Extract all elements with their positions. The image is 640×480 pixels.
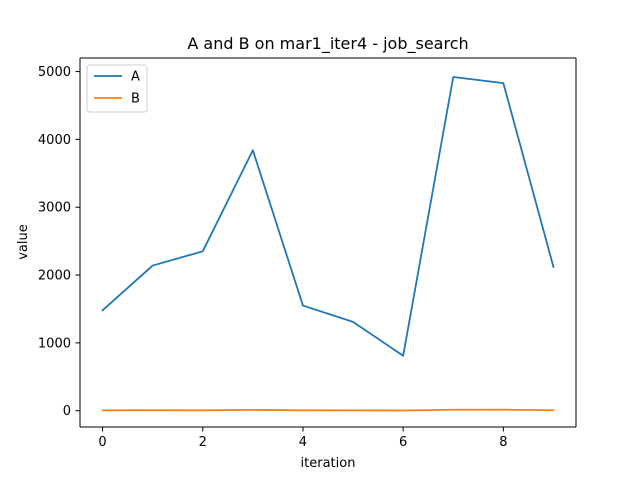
y-tick-label: 2000 (38, 269, 71, 284)
y-tick-label: 0 (63, 404, 71, 419)
x-axis-label: iteration (301, 456, 356, 471)
x-tick-label: 0 (98, 435, 106, 450)
legend-label-a: A (131, 70, 140, 85)
x-axis: 0 2 4 6 8 (98, 427, 507, 450)
x-tick-label: 6 (399, 435, 407, 450)
axes-frame (79, 57, 577, 428)
legend: AB (86, 64, 148, 113)
plot-area (80, 58, 576, 427)
legend-label-b: B (131, 92, 140, 107)
y-tick-label: 3000 (38, 201, 71, 216)
series-layer (101, 76, 555, 412)
series-line-b (101, 408, 555, 412)
y-tick-label: 4000 (38, 133, 71, 148)
x-tick-label: 8 (499, 435, 507, 450)
y-tick-label: 5000 (38, 65, 71, 80)
y-axis-label: value (16, 224, 31, 260)
y-axis: 0 1000 2000 3000 4000 5000 (38, 65, 80, 419)
x-tick-label: 2 (199, 435, 207, 450)
series-line-a (101, 76, 555, 357)
chart-title: A and B on mar1_iter4 - job_search (187, 34, 468, 54)
x-tick-label: 4 (299, 435, 307, 450)
y-tick-label: 1000 (38, 336, 71, 351)
